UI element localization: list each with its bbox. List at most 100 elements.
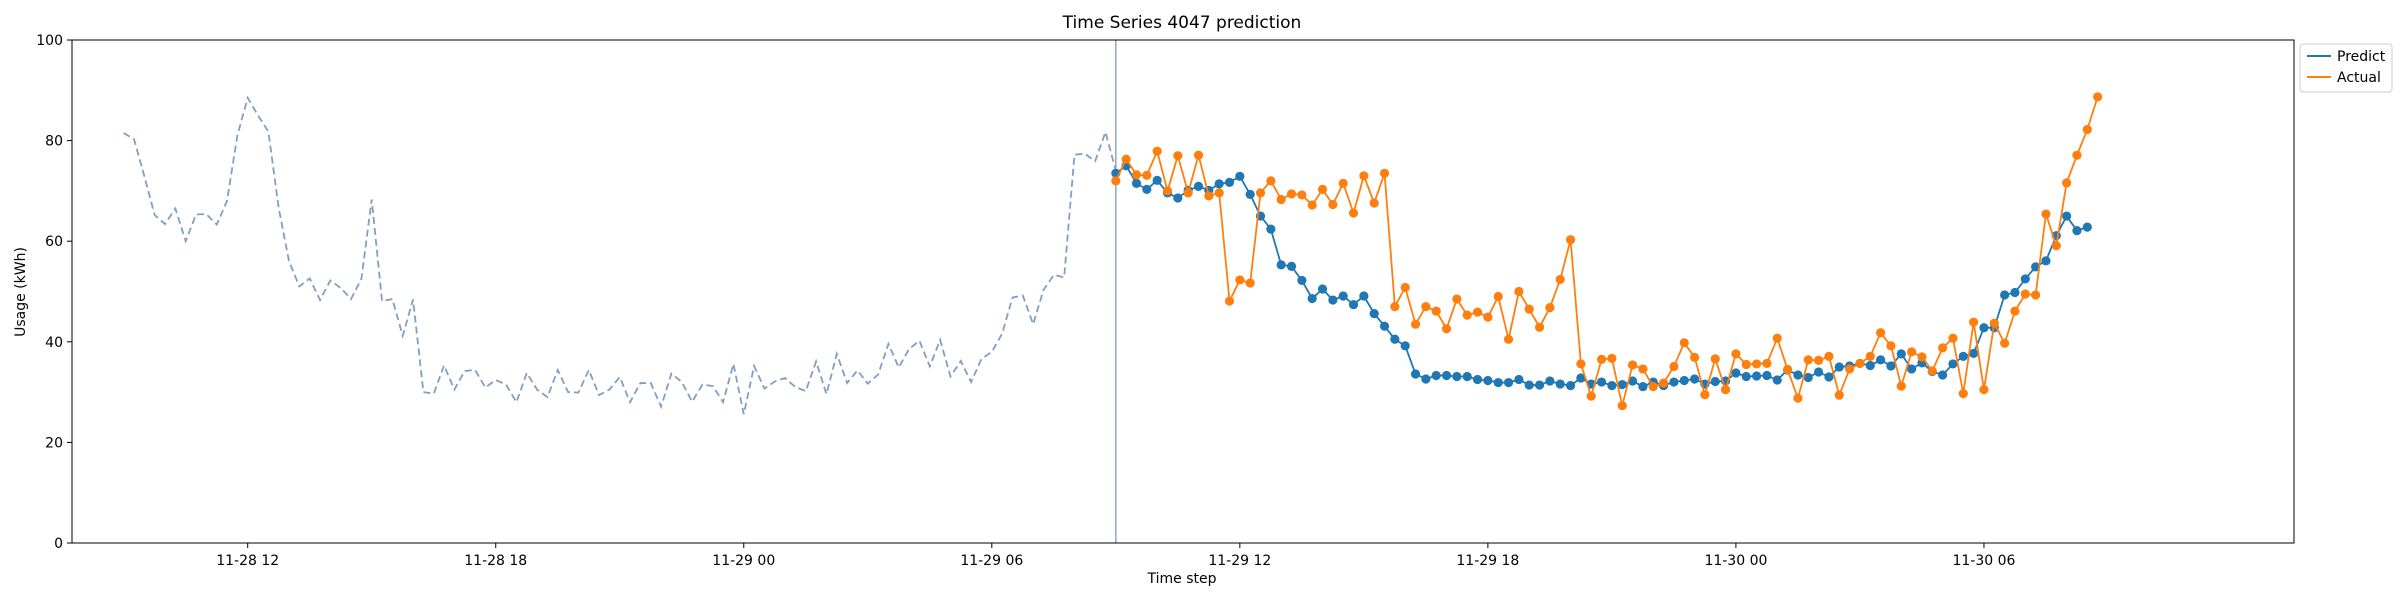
predict-point bbox=[1793, 370, 1803, 380]
actual-point bbox=[1834, 390, 1844, 400]
predict-point bbox=[1307, 293, 1317, 304]
actual-point bbox=[1845, 364, 1855, 374]
actual-point bbox=[1586, 391, 1596, 401]
actual-point bbox=[2031, 290, 2041, 300]
predict-point bbox=[1524, 380, 1534, 390]
actual-point bbox=[1907, 347, 1917, 357]
actual-point bbox=[1514, 286, 1524, 297]
predict-point bbox=[1348, 299, 1359, 310]
actual-point bbox=[1803, 355, 1813, 365]
predict-point bbox=[2072, 226, 2082, 236]
actual-point bbox=[1607, 353, 1617, 363]
x-tick-label: 11-29 18 bbox=[1456, 553, 1519, 569]
predict-point bbox=[1938, 370, 1948, 380]
predict-point bbox=[1886, 361, 1896, 371]
actual-point bbox=[1958, 389, 1968, 399]
predict-point bbox=[1142, 184, 1152, 194]
predict-point bbox=[1534, 380, 1545, 390]
actual-point bbox=[1503, 334, 1514, 344]
legend-actual-label: Actual bbox=[2337, 70, 2381, 86]
actual-point bbox=[2010, 306, 2020, 316]
predict-point bbox=[1379, 321, 1390, 331]
actual-point bbox=[2072, 150, 2082, 160]
legend-predict-label: Predict bbox=[2337, 49, 2386, 65]
actual-point bbox=[1431, 306, 1441, 316]
actual-point bbox=[1751, 359, 1762, 369]
actual-point bbox=[1214, 188, 1224, 198]
actual-point bbox=[1762, 358, 1772, 369]
actual-point bbox=[1131, 170, 1142, 180]
predict-point bbox=[1824, 372, 1834, 382]
predict-point bbox=[1679, 375, 1689, 386]
predict-point bbox=[1317, 284, 1328, 294]
actual-point bbox=[1741, 359, 1751, 370]
actual-point bbox=[1658, 378, 1669, 388]
actual-point bbox=[1700, 390, 1710, 400]
predict-point bbox=[1286, 261, 1297, 271]
actual-point bbox=[1555, 274, 1565, 285]
predict-point bbox=[2082, 222, 2092, 232]
predict-point bbox=[1503, 377, 1514, 388]
predict-point bbox=[1493, 377, 1503, 388]
actual-point bbox=[1896, 381, 1906, 391]
predict-series-line bbox=[1115, 164, 2088, 388]
predict-point bbox=[1834, 362, 1844, 372]
actual-point bbox=[1338, 178, 1348, 188]
predict-point bbox=[1565, 380, 1576, 391]
y-tick-label: 40 bbox=[45, 335, 63, 351]
actual-point bbox=[1204, 191, 1214, 201]
actual-point bbox=[1286, 189, 1297, 199]
predict-point bbox=[1235, 171, 1245, 181]
predict-point bbox=[1276, 260, 1286, 270]
actual-point bbox=[1472, 307, 1483, 317]
actual-point bbox=[1648, 381, 1658, 392]
predict-point bbox=[1627, 376, 1638, 386]
predict-point bbox=[1328, 295, 1338, 305]
predict-point bbox=[1483, 375, 1493, 386]
actual-point bbox=[1886, 341, 1896, 351]
actual-point bbox=[1359, 171, 1369, 181]
actual-point bbox=[1948, 333, 1958, 343]
predict-point bbox=[1410, 369, 1421, 379]
plot-frame bbox=[71, 39, 2295, 544]
actual-point bbox=[1183, 188, 1193, 198]
predict-point bbox=[1813, 367, 1824, 377]
actual-point bbox=[1669, 361, 1679, 372]
plot-area bbox=[123, 40, 2103, 543]
predict-point bbox=[1689, 374, 1700, 384]
y-axis: 0 20 40 60 80 100 bbox=[36, 33, 72, 552]
predict-point bbox=[1297, 275, 1307, 286]
predict-point bbox=[1803, 372, 1813, 383]
predict-point bbox=[1555, 379, 1565, 389]
actual-point bbox=[1493, 291, 1503, 302]
actual-point bbox=[1224, 296, 1235, 306]
actual-point bbox=[1307, 200, 1317, 210]
x-tick-label: 11-28 18 bbox=[464, 553, 527, 569]
actual-point bbox=[1410, 319, 1421, 329]
predict-point bbox=[1896, 349, 1906, 359]
predict-point bbox=[1741, 371, 1751, 382]
predict-point bbox=[1338, 291, 1348, 301]
actual-point bbox=[1483, 312, 1493, 322]
actual-point bbox=[1813, 355, 1824, 366]
predict-point bbox=[1596, 377, 1607, 387]
actual-point bbox=[1576, 359, 1586, 369]
predict-point bbox=[1452, 371, 1462, 382]
predict-point bbox=[1969, 348, 1979, 358]
actual-point bbox=[1400, 282, 1410, 293]
y-tick-label: 100 bbox=[36, 33, 63, 49]
predict-point bbox=[1514, 374, 1524, 385]
predict-point bbox=[1731, 368, 1741, 378]
actual-point bbox=[2000, 338, 2010, 348]
actual-point bbox=[1524, 304, 1534, 314]
y-axis-label: Usage (kWh) bbox=[13, 247, 29, 337]
x-tick-label: 11-29 06 bbox=[960, 553, 1023, 569]
actual-point bbox=[1245, 278, 1255, 288]
predict-point bbox=[1214, 179, 1224, 189]
y-tick-label: 60 bbox=[45, 234, 63, 250]
predict-point bbox=[1224, 177, 1235, 187]
actual-point bbox=[1710, 354, 1720, 364]
predict-point bbox=[2041, 256, 2051, 266]
x-tick-label: 11-29 00 bbox=[712, 553, 775, 569]
